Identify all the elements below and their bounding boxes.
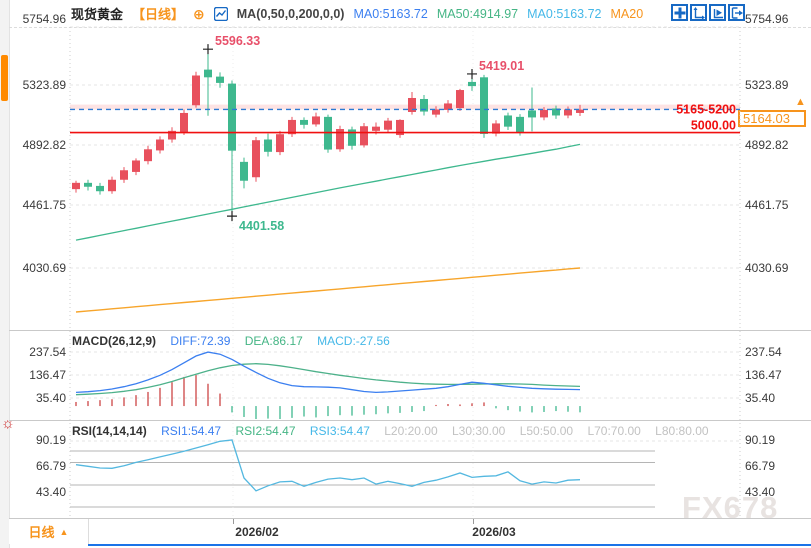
rsi-title: RSI(14,14,14) [72,424,147,438]
svg-text:5165-5200: 5165-5200 [676,102,736,116]
axis-label: 5754.96 [745,12,789,26]
period-tab-arrow-icon: ▲ [59,526,69,537]
axis-label: 35.40 [745,391,776,405]
rsi-header: RSI(14,14,14) RSI1:54.47 RSI2:54.47 RSI3… [72,424,720,438]
ma-settings: MA(0,50,0,200,0,0) [236,6,345,21]
chart-header: 现货黄金 【日线】 ⊕ MA(0,50,0,200,0,0) MA0:5163.… [71,4,643,23]
macd-diff-value: DIFF:72.39 [170,334,231,348]
axis-label: 35.40 [35,391,66,405]
ma0b-value: MA0:5163.72 [527,6,602,21]
panel-divider-rsi [9,420,811,421]
date-tick [473,519,474,524]
sun-icon[interactable]: ☼ [1,415,15,432]
watermark: FX678 [682,490,779,525]
rsi1-value: RSI1:54.47 [161,424,222,438]
ma-chart-icon [213,6,228,21]
go-to-latest-icon[interactable] [728,4,745,21]
rsi-level-l80: L80:80.00 [655,424,709,438]
svg-text:5000.00: 5000.00 [691,119,736,133]
axis-label: 43.40 [745,485,776,499]
rsi-level-l50: L50:50.00 [519,424,574,438]
panel-divider-macd [9,330,811,331]
svg-text:5419.01: 5419.01 [479,59,524,73]
date-tick [233,519,234,524]
macd-dea-value: DEA:86.17 [244,334,303,348]
axis-label: 4461.75 [22,198,66,212]
axis-label: 4461.75 [745,198,789,212]
price-up-arrow-icon: ▲ [795,96,806,108]
macd-macd-value: MACD:-27.56 [317,334,390,348]
ma200-label: MA20 [610,6,644,21]
date-label-mar: 2026/03 [472,525,516,539]
ma50-value: MA50:4914.97 [436,6,519,21]
axis-label: 136.47 [29,368,66,382]
axis-label: 4892.82 [745,138,789,152]
axis-label: 43.40 [35,485,66,499]
axis-label: 66.79 [35,459,66,473]
svg-text:5596.33: 5596.33 [215,34,260,48]
rsi-level-l70: L70:70.00 [587,424,641,438]
axis-zoom-in-icon[interactable] [709,4,726,21]
scroll-thumb[interactable] [1,55,8,101]
rsi2-value: RSI2:54.47 [235,424,296,438]
period-tab-label: 日线 [28,525,55,540]
axis-label: 90.19 [745,433,776,447]
crosshair-icon[interactable] [671,4,688,21]
axis-label: 5323.89 [745,78,789,92]
axis-label: 5323.89 [22,78,66,92]
macd-header: MACD(26,12,9) DIFF:72.39 DEA:86.17 MACD:… [72,334,401,348]
axis-label: 136.47 [745,368,782,382]
header-separator [9,27,811,28]
axis-zoom-out-icon[interactable] [690,4,707,21]
period-tag: 【日线】 [132,7,185,22]
period-tab-daily[interactable]: 日线 ▲ [9,519,89,544]
axis-label: 4030.69 [745,261,789,275]
macd-title: MACD(26,12,9) [72,334,157,348]
rsi-level-l30: L30:30.00 [451,424,506,438]
axis-label: 66.79 [745,459,776,473]
axis-label: 237.54 [745,345,782,359]
add-indicator-icon[interactable]: ⊕ [193,5,205,22]
last-price-tag: 5164.03 [738,110,806,127]
axis-label: 5754.96 [22,12,66,26]
svg-text:4401.58: 4401.58 [239,219,284,233]
panel-divider-dates [9,518,811,519]
axis-label: 4030.69 [22,261,66,275]
symbol-name: 现货黄金 [71,7,124,22]
date-label-feb: 2026/02 [235,525,279,539]
axis-label: 4892.82 [22,138,66,152]
rsi-level-l20: L20:20.00 [384,424,438,438]
axis-label: 90.19 [35,433,66,447]
bottom-scrollbar[interactable] [88,544,811,546]
ma0-value: MA0:5163.72 [353,6,428,21]
chart-toolbar [671,4,745,21]
axis-label: 237.54 [29,345,66,359]
rsi3-value: RSI3:54.47 [309,424,370,438]
left-scroll-strip [0,0,10,548]
